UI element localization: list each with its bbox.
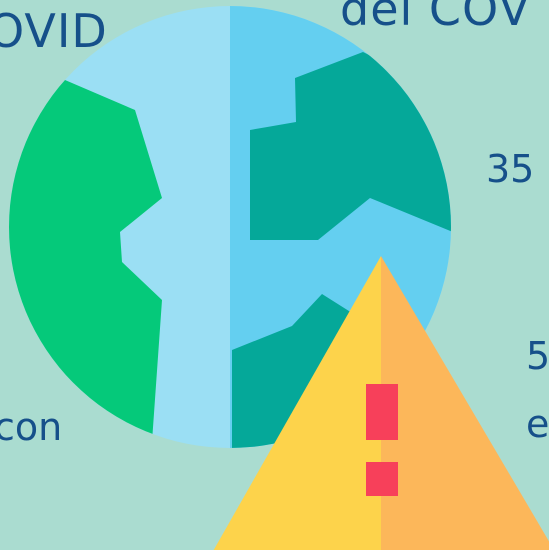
number-35-text: 35 — [486, 147, 535, 191]
land-top-right — [250, 52, 451, 240]
letter-e-text: e — [526, 402, 549, 446]
number-5-text: 5 — [526, 334, 549, 378]
warning-triangle-icon — [213, 256, 549, 550]
globe-icon — [9, 6, 451, 448]
exclamation-dot — [366, 462, 398, 496]
covid-text-left: OVID — [0, 4, 108, 58]
covid-text-top: del COV — [340, 0, 531, 36]
exclamation-bar — [366, 384, 398, 440]
con-text: con — [0, 405, 63, 449]
